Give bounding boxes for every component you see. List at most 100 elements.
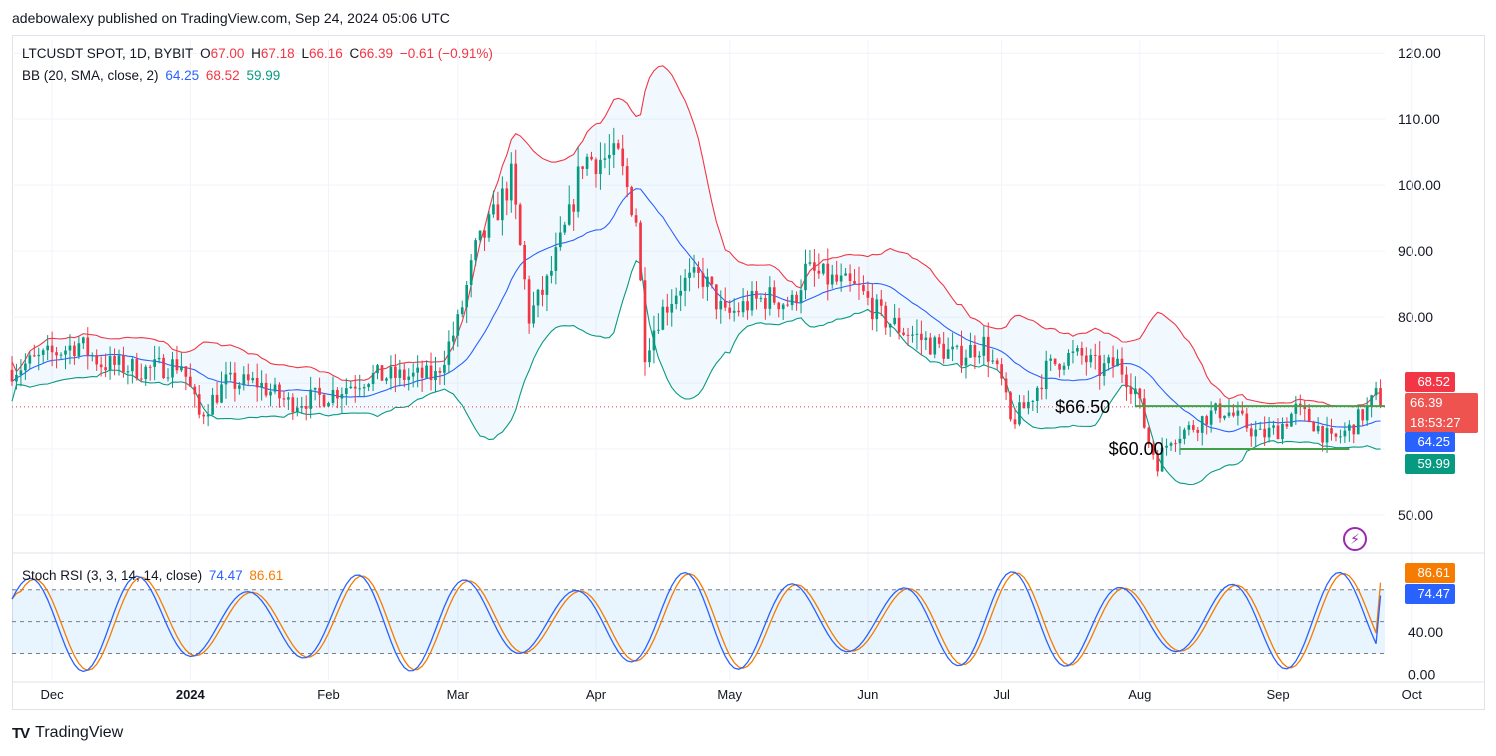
candle-body	[331, 389, 335, 403]
candle-body	[389, 366, 393, 379]
candle-body	[581, 166, 584, 169]
candle-body	[362, 387, 366, 389]
published-header: adebowalexy published on TradingView.com…	[12, 10, 450, 26]
candle-body	[839, 275, 843, 282]
candle-body	[465, 284, 469, 308]
candle-body	[171, 359, 174, 378]
rsi-legend[interactable]: Stoch RSI (3, 3, 14, 14, close) 74.47 86…	[22, 568, 286, 583]
candle-body	[501, 188, 504, 221]
time-tick-label: 2024	[176, 687, 206, 702]
price-tick-label: 50.00	[1398, 507, 1433, 523]
rsi-band-fill	[12, 589, 1385, 654]
candle-body	[567, 204, 571, 225]
candle-body	[135, 359, 139, 379]
candle-body	[1035, 387, 1039, 401]
candle-body	[1098, 355, 1102, 376]
candle-body	[73, 345, 76, 357]
candle-body	[1374, 388, 1378, 396]
lightning-icon[interactable]: ⚡	[1343, 527, 1367, 551]
candle-body	[1245, 413, 1249, 429]
candle-body	[1093, 354, 1097, 356]
candle-body	[233, 372, 237, 389]
candle-body	[1129, 387, 1133, 395]
candle-body	[367, 384, 370, 388]
footer-brand[interactable]: TV TradingView	[12, 724, 123, 742]
candle-body	[77, 343, 81, 357]
candle-body	[750, 290, 754, 311]
candle-body	[960, 345, 963, 366]
candle-body	[492, 204, 495, 215]
candle-body	[37, 354, 41, 357]
candle-body	[1316, 426, 1320, 432]
candle-body	[131, 359, 134, 372]
candle-body	[474, 240, 477, 261]
candle-body	[180, 366, 183, 371]
candle-body	[483, 230, 486, 238]
candle-body	[425, 365, 428, 378]
candle-body	[719, 300, 723, 310]
candle-body	[24, 363, 27, 371]
candle-body	[86, 337, 90, 356]
time-tick-label: Sep	[1266, 687, 1289, 702]
candle-body	[1156, 454, 1159, 472]
candle-body	[942, 343, 946, 359]
candle-body	[1165, 445, 1168, 448]
candle-body	[532, 305, 535, 324]
candle-body	[478, 230, 482, 241]
badge-last-price: 66.39 18:53:27	[1405, 393, 1478, 433]
time-tick-label: May	[717, 687, 742, 702]
candle-body	[643, 280, 647, 363]
time-tick-label: Oct	[1402, 687, 1423, 702]
candle-body	[585, 156, 589, 169]
candle-body	[1281, 423, 1284, 440]
candle-body	[1258, 428, 1262, 430]
candle-body	[1000, 364, 1003, 379]
candle-body	[126, 371, 130, 373]
candle-body	[1187, 425, 1191, 430]
candle-body	[353, 386, 357, 389]
candle-body	[924, 337, 928, 341]
candle-body	[434, 371, 437, 381]
candle-body	[1183, 429, 1186, 439]
candle-body	[1120, 358, 1124, 375]
candle-body	[496, 204, 500, 221]
candle-body	[1022, 402, 1026, 409]
candle-body	[175, 359, 179, 371]
candle-body	[229, 372, 232, 375]
candle-body	[893, 317, 896, 325]
candle-body	[505, 188, 509, 201]
change-value: −0.61 (−0.91%)	[399, 46, 493, 61]
symbol-legend[interactable]: LTCUSDT SPOT, 1D, BYBIT O67.00 H67.18 L6…	[22, 46, 496, 61]
candle-body	[188, 376, 192, 387]
candle-body	[1125, 374, 1128, 388]
candle-body	[786, 304, 789, 306]
candle-body	[759, 298, 763, 300]
candle-body	[915, 333, 919, 335]
candle-body	[184, 366, 188, 377]
candle-body	[1312, 421, 1316, 432]
candle-body	[429, 365, 433, 381]
candle-body	[1379, 388, 1382, 407]
candle-body	[536, 289, 540, 306]
high-value: 67.18	[260, 46, 295, 61]
candle-body	[723, 300, 727, 308]
badge-bb-lower: 59.99	[1405, 454, 1455, 474]
candle-body	[349, 386, 353, 389]
candle-body	[701, 272, 705, 287]
candle-body	[772, 287, 776, 303]
bb-legend[interactable]: BB (20, SMA, close, 2) 64.25 68.52 59.99	[22, 68, 283, 83]
time-tick-label: Dec	[41, 687, 65, 702]
candle-body	[688, 272, 691, 278]
candle-body	[781, 304, 785, 310]
candle-body	[322, 394, 326, 407]
candle-body	[32, 355, 36, 357]
candle-body	[1334, 433, 1338, 437]
candle-body	[15, 374, 18, 382]
candle-body	[714, 284, 718, 310]
candle-body	[879, 299, 883, 306]
candle-body	[1151, 444, 1155, 455]
candle-body	[1321, 426, 1324, 443]
candle-body	[683, 277, 687, 291]
candle-body	[95, 354, 99, 365]
